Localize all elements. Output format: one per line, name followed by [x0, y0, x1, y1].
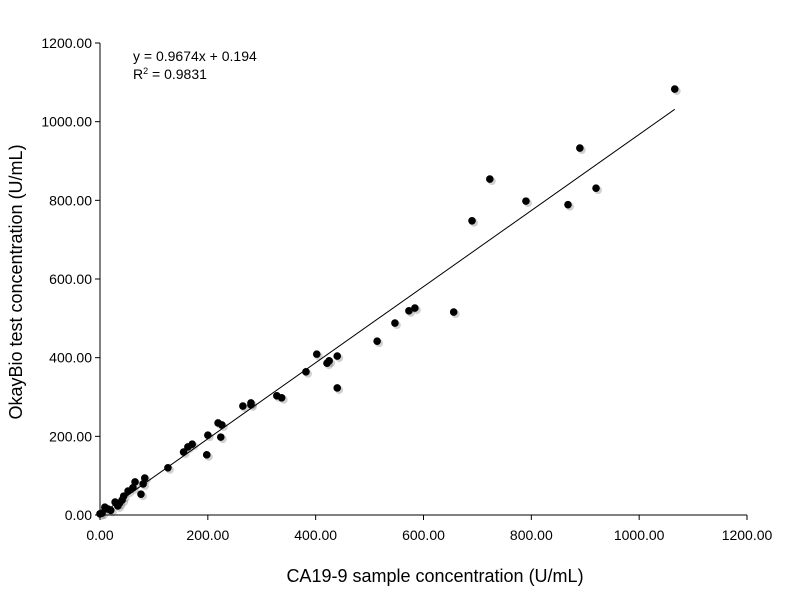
data-point [405, 307, 413, 315]
r2-superscript: 2 [143, 66, 148, 76]
data-point [218, 421, 226, 429]
y-tick-label: 400.00 [49, 350, 92, 366]
r2-value: = 0.9831 [148, 66, 207, 82]
data-point [106, 506, 115, 515]
data-point [164, 464, 172, 472]
y-tick-label: 600.00 [49, 271, 92, 287]
data-point [184, 443, 192, 451]
data-point [247, 399, 255, 407]
data-point [468, 216, 476, 225]
data-point [564, 200, 572, 209]
data-point [202, 451, 211, 459]
x-tick-label: 1000.00 [614, 527, 665, 543]
data-point [522, 197, 530, 205]
x-tick-label: 200.00 [186, 527, 229, 543]
data-point [101, 503, 109, 511]
data-point [140, 474, 149, 482]
x-tick-label: 800.00 [510, 527, 553, 543]
data-point [486, 175, 494, 183]
y-ticks: 0.00 200.00 400.00 600.00 800.00 1000.00 1200.… [41, 35, 100, 523]
y-tick-label: 200.00 [49, 428, 92, 444]
data-point [115, 499, 124, 508]
data-point [239, 402, 247, 410]
data-point [179, 448, 188, 456]
data-point [333, 384, 342, 392]
data-points [96, 85, 681, 520]
x-tick-label: 1200.00 [722, 527, 773, 543]
data-point [277, 393, 286, 402]
data-point [391, 319, 399, 327]
data-point [592, 184, 600, 192]
data-point [333, 352, 342, 360]
data-point [204, 431, 212, 439]
data-point [312, 350, 321, 358]
y-tick-label: 800.00 [49, 192, 92, 208]
x-axis-title: CA19-9 sample concentration (U/mL) [286, 566, 583, 586]
y-axis-title: OkayBio test concentration (U/mL) [6, 144, 26, 419]
data-point [124, 487, 132, 495]
trendline-equation: y = 0.9674x + 0.194 [133, 48, 257, 64]
y-tick-label: 1200.00 [41, 35, 92, 51]
data-point [139, 480, 147, 488]
x-ticks: 0.00 200.00 400.00 600.00 800.00 1000.00 1200.… [86, 515, 773, 543]
trendline [99, 108, 676, 516]
data-point [131, 478, 139, 486]
data-point [411, 304, 419, 312]
x-tick-label: 0.00 [86, 527, 113, 543]
data-point [96, 510, 104, 518]
data-point [302, 368, 310, 376]
data-point [449, 308, 458, 316]
r2-r: R [133, 66, 143, 82]
x-tick-label: 400.00 [294, 527, 337, 543]
trendline-group [99, 108, 676, 516]
y-tick-label: 1000.00 [41, 114, 92, 130]
data-point [216, 433, 225, 441]
data-point [576, 144, 584, 152]
data-point [137, 490, 145, 498]
data-point [373, 337, 381, 345]
r-squared-label: R2 = 0.9831 [133, 66, 207, 82]
data-point [670, 85, 679, 93]
y-tick-label: 0.00 [65, 507, 92, 523]
x-tick-label: 600.00 [402, 527, 445, 543]
data-point [323, 359, 331, 367]
